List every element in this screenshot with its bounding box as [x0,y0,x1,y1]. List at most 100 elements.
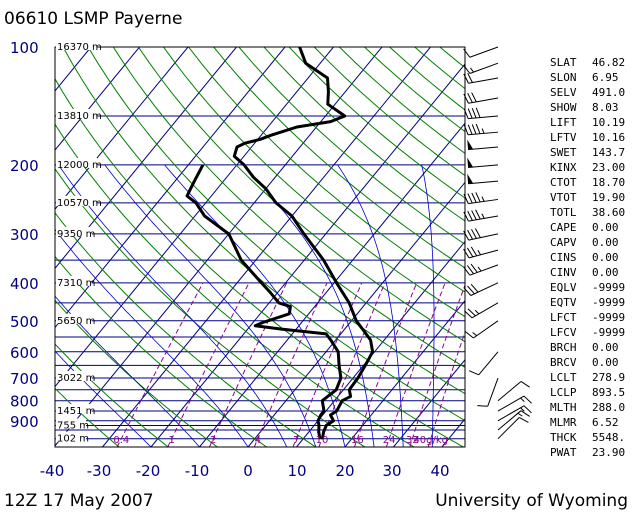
wind-barb [463,62,499,74]
index-value: 278.9 [592,371,625,384]
index-value: 0.00 [592,356,619,369]
wind-barb [463,46,499,58]
temperature-tick-label: 40 [430,462,449,480]
index-value: 0.00 [592,221,619,234]
index-value: 893.5 [592,386,625,399]
height-label: 3022 m [57,373,95,384]
index-key: EQTV [550,296,577,309]
mixing-ratio-line [167,282,250,447]
moist-adiabat [337,164,404,447]
index-key: LIFT [550,116,577,129]
index-key: CAPE [550,221,577,234]
wind-barb [468,351,499,376]
index-key: MLMR [550,416,577,429]
dewpoint-profile-line [185,164,343,440]
mixing-ratio-line [353,282,418,447]
index-key: BRCV [550,356,577,369]
dry-adiabat [263,47,465,222]
index-value: 6.95 [592,71,619,84]
wind-barbs [463,46,532,440]
height-label-bg [56,108,98,119]
temperature-tick-label: -30 [87,462,112,480]
dry-adiabat [163,47,465,318]
index-key: SHOW [550,101,577,114]
plot-frame [54,46,466,448]
height-label: 9350 m [57,229,95,240]
dry-adiabat [55,211,317,447]
mixing-ratio-line [253,282,328,447]
index-key: SLAT [550,56,577,69]
index-value: 0.00 [592,341,619,354]
temperature-profile-line [232,47,375,440]
wind-barb [463,209,499,222]
isotherm-line [55,47,189,210]
wind-barb [464,302,499,319]
index-value: 5548. [592,431,625,444]
wind-barb [463,246,499,259]
height-label: 7310 m [57,278,95,289]
dry-adiabat [213,47,465,269]
wind-barb [463,107,499,120]
index-value: 0.00 [592,236,619,249]
isotherm-line [55,47,286,329]
index-value: -9999 [592,296,625,309]
dry-adiabat [55,299,218,447]
isotherm-line [55,47,383,447]
height-label: 10570 m [57,198,102,209]
isotherm-line [393,359,465,447]
mixing-ratio-line [292,282,363,447]
dry-adiabat [62,47,465,422]
index-key: SLON [550,71,577,84]
index-key: LFTV [550,131,577,144]
pressure-tick-label: 900 [10,413,39,431]
dry-adiabat [112,47,465,368]
index-key: CINS [550,251,577,264]
height-label: 12000 m [57,160,102,171]
index-key: TOTL [550,206,577,219]
pressure-tick-label: 700 [10,370,39,388]
index-key: PWAT [550,446,577,459]
temperature-tick-label: -40 [40,462,65,480]
height-label: 13810 m [57,111,102,122]
temperature-tick-label: 10 [287,462,306,480]
thermo-grid [55,47,465,447]
index-key: BRCH [550,341,577,354]
dry-adiabat [87,47,465,395]
pressure-tick-label: 100 [10,39,39,57]
temperature-tick-label: -10 [185,462,210,480]
isotherm-line [296,240,465,447]
height-label-bg [56,157,98,168]
index-value: 143.7 [592,146,625,159]
sounding-profiles [185,47,375,440]
height-label-bg [56,195,98,206]
mixing-ratio-line [208,282,288,447]
index-value: 19.90 [592,191,625,204]
index-value: -9999 [592,311,625,324]
wind-barb [497,405,532,422]
index-key: EQLV [550,281,577,294]
dry-adiabat [55,255,267,447]
mixing-ratio-label: 40g/kg [413,435,448,446]
height-label: 102 m [57,434,89,445]
height-label-bg [56,371,92,382]
mixing-ratio-label: 2 [210,435,216,446]
moist-adiabat [164,164,346,447]
index-key: CINV [550,266,577,279]
height-label: 16370 m [57,42,102,53]
wind-barb [467,139,499,151]
observation-time: 12Z 17 May 2007 [4,491,154,511]
isotherm-line [102,47,431,447]
mixing-ratio-label: 16 [351,435,364,446]
pressure-tick-label: 500 [10,313,39,331]
index-value: 10.19 [592,116,625,129]
wind-barb [497,381,530,402]
index-value: 18.70 [592,176,625,189]
mixing-ratio-label: 1 [169,435,175,446]
height-label-bg [56,40,98,50]
dry-adiabat [55,168,366,447]
mixing-ratio-label: 4 [255,435,261,446]
dry-adiabat [55,77,464,447]
pressure-tick-label: 800 [10,393,39,411]
